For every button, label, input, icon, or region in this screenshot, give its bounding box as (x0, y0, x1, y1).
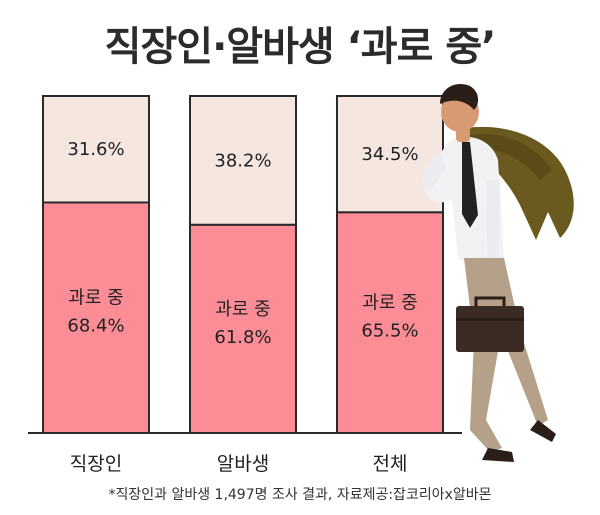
bar-overwork-1 (189, 223, 297, 434)
series-label-overwork-0: 과로 중 (68, 288, 123, 309)
value-label-not-overwork-1: 38.2% (214, 150, 271, 171)
bar-not-overwork-1 (189, 95, 297, 226)
businessman-illustration-icon (420, 84, 574, 462)
category-label-1: 알바생 (217, 453, 269, 475)
series-label-overwork-2: 과로 중 (362, 293, 417, 314)
value-label-not-overwork-2: 34.5% (361, 144, 418, 165)
value-label-overwork-0: 68.4% (67, 316, 124, 337)
value-label-not-overwork-0: 31.6% (67, 139, 124, 160)
series-label-overwork-1: 과로 중 (215, 299, 270, 320)
chart-title: 직장인·알바생 ‘과로 중’ (104, 24, 497, 70)
value-label-overwork-1: 61.8% (214, 327, 271, 348)
bar-overwork-0 (42, 201, 150, 434)
source-footnote: *직장인과 알바생 1,497명 조사 결과, 자료제공:잡코리아x알바몬 (108, 487, 492, 503)
category-label-2: 전체 (373, 453, 408, 475)
category-label-0: 직장인 (70, 453, 122, 475)
value-label-overwork-2: 65.5% (361, 321, 418, 342)
bar-not-overwork-0 (42, 95, 150, 204)
